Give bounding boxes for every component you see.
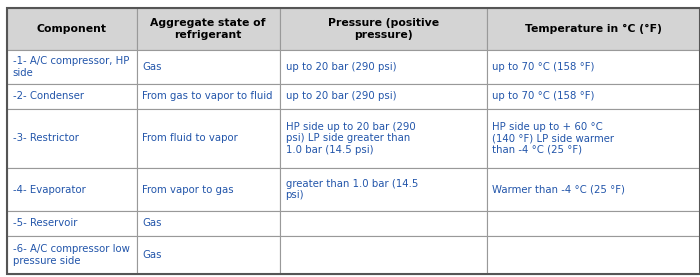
Text: up to 70 °C (158 °F): up to 70 °C (158 °F) [492,62,594,72]
FancyBboxPatch shape [486,235,700,274]
Text: Gas: Gas [142,62,162,72]
FancyBboxPatch shape [7,109,136,168]
FancyBboxPatch shape [486,8,700,50]
Text: -3- Restrictor: -3- Restrictor [13,133,78,143]
FancyBboxPatch shape [7,211,136,235]
FancyBboxPatch shape [7,235,136,274]
FancyBboxPatch shape [7,50,136,84]
Text: up to 20 bar (290 psi): up to 20 bar (290 psi) [286,62,396,72]
FancyBboxPatch shape [486,211,700,235]
FancyBboxPatch shape [136,84,280,109]
FancyBboxPatch shape [136,50,280,84]
Text: -6- A/C compressor low
pressure side: -6- A/C compressor low pressure side [13,244,130,266]
FancyBboxPatch shape [280,168,486,211]
FancyBboxPatch shape [7,84,136,109]
Text: HP side up to 20 bar (290
psi) LP side greater than
1.0 bar (14.5 psi): HP side up to 20 bar (290 psi) LP side g… [286,122,415,155]
FancyBboxPatch shape [136,109,280,168]
Text: From gas to vapor to fluid: From gas to vapor to fluid [142,91,272,101]
Text: -4- Evaporator: -4- Evaporator [13,184,85,195]
Text: Component: Component [36,24,106,34]
Text: Gas: Gas [142,218,162,228]
Text: From fluid to vapor: From fluid to vapor [142,133,238,143]
FancyBboxPatch shape [136,235,280,274]
FancyBboxPatch shape [486,109,700,168]
FancyBboxPatch shape [7,8,136,50]
Text: greater than 1.0 bar (14.5
psi): greater than 1.0 bar (14.5 psi) [286,179,418,200]
FancyBboxPatch shape [7,168,136,211]
Text: HP side up to + 60 °C
(140 °F) LP side warmer
than -4 °C (25 °F): HP side up to + 60 °C (140 °F) LP side w… [492,122,614,155]
FancyBboxPatch shape [486,50,700,84]
Text: Warmer than -4 °C (25 °F): Warmer than -4 °C (25 °F) [492,184,625,195]
FancyBboxPatch shape [280,235,486,274]
FancyBboxPatch shape [486,84,700,109]
FancyBboxPatch shape [280,84,486,109]
FancyBboxPatch shape [280,211,486,235]
FancyBboxPatch shape [136,211,280,235]
Text: Gas: Gas [142,250,162,260]
Text: -1- A/C compressor, HP
side: -1- A/C compressor, HP side [13,56,129,78]
Text: From vapor to gas: From vapor to gas [142,184,234,195]
FancyBboxPatch shape [280,50,486,84]
FancyBboxPatch shape [136,8,280,50]
Text: up to 20 bar (290 psi): up to 20 bar (290 psi) [286,91,396,101]
Text: -2- Condenser: -2- Condenser [13,91,83,101]
Text: up to 70 °C (158 °F): up to 70 °C (158 °F) [492,91,594,101]
Text: Aggregate state of
refrigerant: Aggregate state of refrigerant [150,18,266,40]
Text: -5- Reservoir: -5- Reservoir [13,218,77,228]
Text: Pressure (positive
pressure): Pressure (positive pressure) [328,18,439,40]
FancyBboxPatch shape [280,109,486,168]
FancyBboxPatch shape [136,168,280,211]
FancyBboxPatch shape [280,8,486,50]
Text: Temperature in °C (°F): Temperature in °C (°F) [525,24,662,34]
FancyBboxPatch shape [486,168,700,211]
